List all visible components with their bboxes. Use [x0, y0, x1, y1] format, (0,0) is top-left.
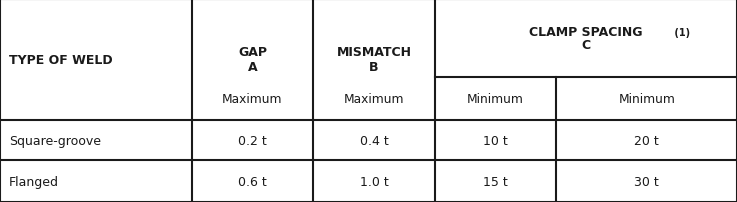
Text: C: C — [581, 39, 590, 52]
Text: 10 t: 10 t — [483, 134, 508, 147]
Text: TYPE OF WELD: TYPE OF WELD — [9, 54, 113, 67]
Text: 1.0 t: 1.0 t — [360, 175, 388, 188]
Text: Minimum: Minimum — [618, 93, 675, 105]
Text: 0.2 t: 0.2 t — [238, 134, 267, 147]
Text: 20 t: 20 t — [635, 134, 659, 147]
Text: CLAMP SPACING: CLAMP SPACING — [529, 26, 643, 39]
Text: Maximum: Maximum — [222, 93, 283, 105]
Text: MISMATCH
B: MISMATCH B — [337, 46, 411, 74]
Text: Minimum: Minimum — [467, 93, 524, 105]
Text: 0.4 t: 0.4 t — [360, 134, 388, 147]
Text: GAP
A: GAP A — [238, 46, 267, 74]
Text: 30 t: 30 t — [635, 175, 659, 188]
Text: Maximum: Maximum — [343, 93, 405, 105]
Text: 15 t: 15 t — [483, 175, 508, 188]
Text: (1): (1) — [671, 28, 690, 38]
Text: Square-groove: Square-groove — [9, 134, 101, 147]
Text: Flanged: Flanged — [9, 175, 59, 188]
Text: 0.6 t: 0.6 t — [238, 175, 267, 188]
